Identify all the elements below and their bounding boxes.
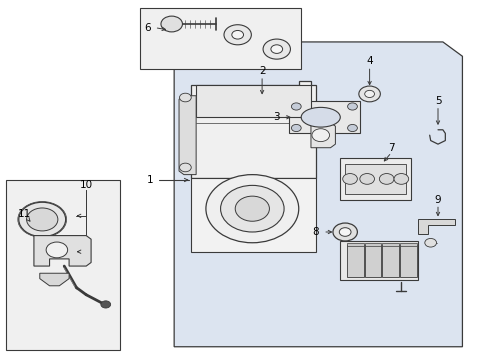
Circle shape	[232, 31, 244, 39]
Circle shape	[347, 125, 357, 132]
Circle shape	[312, 129, 330, 141]
Circle shape	[365, 90, 374, 98]
Bar	[345, 164, 406, 194]
Text: 9: 9	[435, 195, 441, 205]
Polygon shape	[289, 101, 360, 134]
Circle shape	[379, 174, 394, 184]
Bar	[140, 8, 301, 69]
Circle shape	[206, 175, 299, 243]
Circle shape	[343, 174, 357, 184]
Text: 3: 3	[273, 112, 280, 122]
Circle shape	[263, 39, 291, 59]
Circle shape	[359, 86, 380, 102]
Circle shape	[46, 242, 68, 258]
Circle shape	[425, 238, 437, 247]
Text: 4: 4	[367, 56, 373, 66]
Circle shape	[333, 223, 357, 241]
Circle shape	[161, 16, 182, 32]
Circle shape	[271, 45, 283, 53]
Circle shape	[292, 103, 301, 110]
Polygon shape	[179, 96, 196, 175]
Circle shape	[394, 174, 409, 184]
Circle shape	[19, 202, 66, 237]
Bar	[400, 243, 416, 246]
Bar	[196, 85, 311, 117]
Polygon shape	[34, 235, 91, 266]
Bar	[5, 180, 121, 350]
Circle shape	[101, 301, 111, 308]
Polygon shape	[418, 220, 455, 234]
Text: 7: 7	[388, 143, 395, 153]
Bar	[365, 243, 381, 246]
Polygon shape	[311, 123, 335, 148]
Text: 8: 8	[313, 227, 319, 237]
Text: 5: 5	[435, 96, 441, 106]
Polygon shape	[40, 273, 69, 286]
Circle shape	[179, 93, 191, 102]
Bar	[347, 243, 364, 246]
Circle shape	[339, 228, 351, 236]
Text: 10: 10	[80, 180, 93, 190]
Polygon shape	[191, 81, 316, 178]
Text: 11: 11	[18, 209, 31, 219]
Polygon shape	[174, 42, 463, 347]
Bar	[400, 244, 416, 277]
Polygon shape	[340, 241, 418, 280]
Circle shape	[179, 163, 191, 172]
Ellipse shape	[301, 107, 340, 127]
Bar	[191, 178, 316, 252]
Circle shape	[220, 185, 284, 232]
Circle shape	[292, 125, 301, 132]
Text: 2: 2	[259, 66, 266, 76]
Circle shape	[347, 103, 357, 110]
Circle shape	[235, 196, 270, 221]
Bar	[347, 244, 364, 277]
Circle shape	[224, 25, 251, 45]
Bar	[382, 243, 399, 246]
Circle shape	[26, 208, 58, 231]
Bar	[365, 244, 381, 277]
Text: 1: 1	[147, 175, 153, 185]
Polygon shape	[340, 158, 411, 200]
Text: 6: 6	[144, 23, 150, 33]
Circle shape	[360, 174, 374, 184]
Bar	[382, 244, 399, 277]
